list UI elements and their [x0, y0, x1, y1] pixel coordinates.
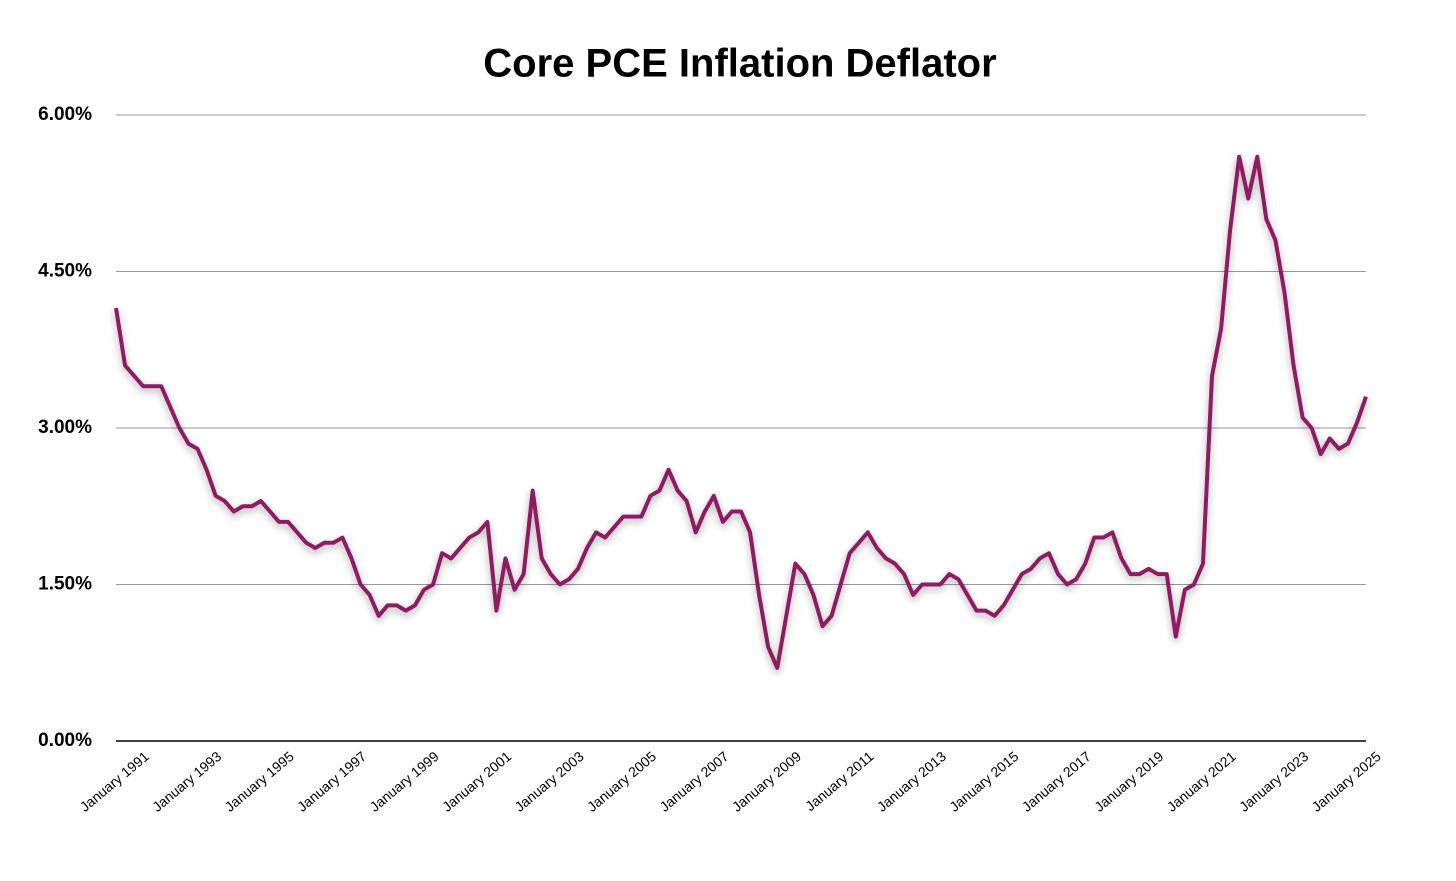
- x-tick-label: January 2007: [656, 748, 731, 815]
- x-tick-label: January 2025: [1309, 748, 1384, 815]
- x-tick-label: January 2003: [511, 748, 586, 815]
- x-tick-label: January 1995: [222, 748, 297, 815]
- x-tick-label: January 2011: [802, 748, 877, 814]
- data-line: [114, 154, 1368, 670]
- x-tick-label: January 1991: [77, 748, 152, 815]
- x-tick-label: January 1997: [294, 748, 369, 815]
- x-tick-label: January 2023: [1236, 748, 1311, 815]
- y-tick-label: 6.00%: [38, 104, 92, 125]
- x-tick-label: January 2019: [1091, 748, 1166, 815]
- y-tick-label: 1.50%: [38, 574, 92, 595]
- x-tick-label: January 2015: [946, 748, 1021, 815]
- x-tick-label: January 2001: [439, 748, 514, 815]
- y-tick-label: 0.00%: [38, 730, 92, 751]
- chart-title: Core PCE Inflation Deflator: [483, 42, 996, 86]
- y-tick-label: 4.50%: [38, 261, 92, 282]
- x-tick-label: January 2021: [1164, 748, 1239, 815]
- y-tick-label: 3.00%: [38, 417, 92, 438]
- x-tick-label: January 1993: [149, 748, 224, 815]
- x-tick-label: January 2013: [874, 748, 949, 815]
- x-tick-label: January 2017: [1019, 748, 1094, 815]
- x-tick-label: January 2009: [729, 748, 804, 815]
- x-tick-label: January 1999: [367, 748, 442, 815]
- x-tick-label: January 2005: [584, 748, 659, 815]
